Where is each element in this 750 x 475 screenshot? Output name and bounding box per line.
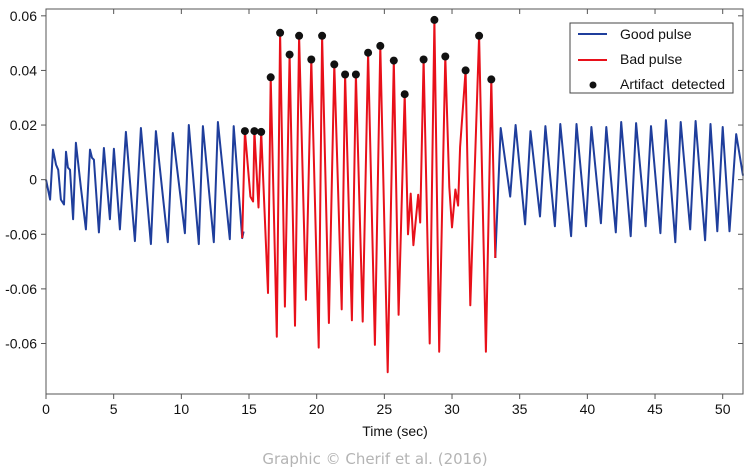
y-tick-label: 0.06 (10, 8, 37, 24)
x-tick-label: 30 (444, 401, 460, 417)
legend-bad-pulse-label: Bad pulse (620, 51, 682, 67)
artifact-point (376, 41, 385, 50)
artifact-point (430, 15, 439, 24)
x-tick-label: 50 (715, 401, 731, 417)
x-axis: 0 5 10 15 20 25 30 35 40 45 50 (42, 9, 731, 417)
image-credit: Graphic © Cherif et al. (2016) (262, 450, 488, 468)
y-tick-label: -0.06 (5, 226, 37, 242)
x-tick-label: 35 (512, 401, 528, 417)
artifact-point (487, 75, 496, 84)
artifact-point (400, 90, 409, 99)
y-tick-label: 0.04 (10, 62, 37, 78)
artifact-point (419, 55, 428, 64)
series-good-pulse-line (45, 121, 245, 246)
artifact-point (285, 50, 294, 59)
legend-good-pulse-label: Good pulse (620, 26, 692, 42)
y-tick-label: -0.06 (5, 335, 37, 351)
x-axis-label: Time (sec) (362, 423, 428, 439)
y-tick-label: 0.02 (10, 117, 37, 133)
artifact-point (389, 56, 398, 65)
legend: Good pulse Bad pulse Artifact detected (569, 22, 734, 94)
y-axis: 0.06 0.04 0.02 0 -0.06 -0.06 -0.06 (5, 8, 743, 351)
x-tick-label: 15 (241, 401, 257, 417)
x-tick-label: 10 (174, 401, 190, 417)
artifact-point (364, 48, 373, 57)
x-tick-label: 40 (580, 401, 596, 417)
artifact-markers (240, 15, 496, 136)
artifact-point (341, 70, 350, 79)
x-tick-label: 5 (110, 401, 118, 417)
artifact-point (351, 70, 360, 79)
y-tick-label: -0.06 (5, 281, 37, 297)
footer (0, 440, 750, 475)
legend-artifact-marker (589, 81, 597, 89)
plot-frame (45, 8, 744, 395)
artifact-point (250, 127, 259, 136)
artifact-point (257, 127, 266, 136)
x-tick-label: 20 (309, 401, 325, 417)
artifact-point (441, 52, 450, 61)
artifact-point (240, 127, 249, 136)
artifact-point (276, 28, 285, 37)
artifact-point (475, 31, 484, 40)
series-good-pulse-line (494, 119, 744, 259)
series-layer (45, 18, 744, 374)
x-tick-label: 0 (42, 401, 50, 417)
x-tick-label: 45 (647, 401, 663, 417)
y-tick-label: 0 (29, 172, 37, 188)
x-tick-label: 25 (377, 401, 393, 417)
series-bad-pulse-line (241, 18, 497, 374)
artifact-point (295, 31, 304, 40)
artifact-point (266, 73, 275, 82)
legend-artifact-label: Artifact detected (620, 76, 725, 92)
artifact-point (318, 31, 327, 40)
artifact-point (307, 55, 316, 64)
artifact-point (461, 66, 470, 75)
artifact-point (330, 60, 339, 69)
chart: 0 5 10 15 20 25 30 35 40 45 50 0.06 0.04 0.02 0 -0.06 -… (5, 8, 744, 439)
